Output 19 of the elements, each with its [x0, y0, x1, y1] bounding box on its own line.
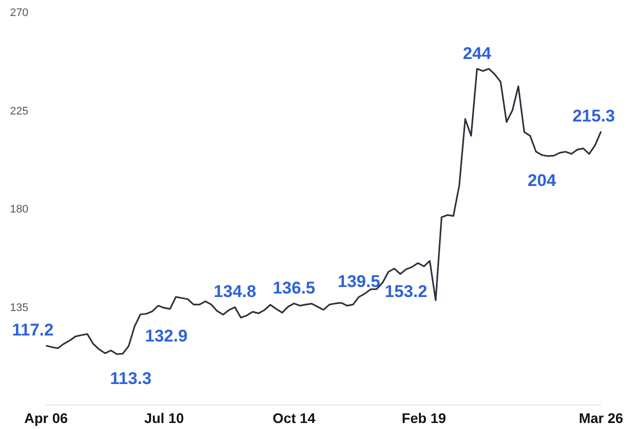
x-tick-label: Jul 10: [144, 410, 184, 426]
y-tick-label: 270: [10, 7, 28, 19]
data-label: 132.9: [145, 326, 188, 346]
x-tick-label: Feb 19: [402, 410, 446, 426]
data-label: 139.5: [338, 272, 380, 291]
data-label: 215.3: [572, 106, 615, 126]
data-label: 134.8: [214, 282, 256, 302]
y-tick-label: 225: [10, 105, 28, 118]
data-label: 113.3: [110, 369, 152, 388]
data-label: 136.5: [272, 278, 316, 298]
y-tick-label: 180: [10, 204, 28, 216]
data-label: 153.2: [384, 282, 428, 302]
x-tick-label: Mar 26: [578, 410, 624, 426]
x-tick-label: Apr 06: [24, 410, 68, 426]
x-tick-label: Oct 14: [272, 410, 316, 426]
data-label: 244: [462, 44, 492, 63]
data-label: 117.2: [12, 320, 54, 340]
data-label: 204: [528, 171, 557, 190]
y-tick-label: 135: [10, 302, 28, 314]
